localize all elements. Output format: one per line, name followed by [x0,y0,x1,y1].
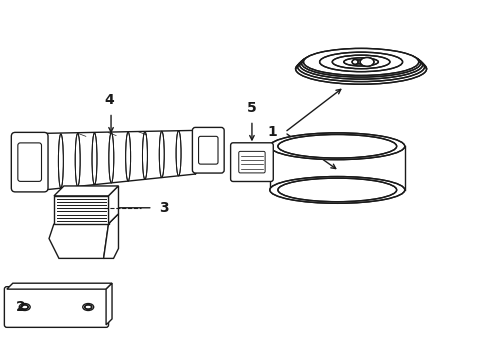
FancyBboxPatch shape [18,143,42,181]
FancyBboxPatch shape [198,136,218,164]
Polygon shape [7,283,112,289]
Ellipse shape [352,59,358,64]
Polygon shape [54,196,109,224]
Text: 4: 4 [104,93,114,107]
Text: 1: 1 [267,125,277,139]
Ellipse shape [21,305,28,309]
Ellipse shape [303,48,419,76]
Ellipse shape [299,50,423,79]
Ellipse shape [332,55,390,69]
Text: 2: 2 [16,300,25,314]
Ellipse shape [58,134,63,188]
Ellipse shape [319,52,403,72]
FancyBboxPatch shape [231,143,273,181]
Ellipse shape [85,305,92,309]
Text: 3: 3 [159,201,168,215]
Ellipse shape [297,52,425,82]
Ellipse shape [109,132,114,183]
Polygon shape [109,186,119,224]
Ellipse shape [278,178,397,202]
Ellipse shape [352,60,370,64]
FancyBboxPatch shape [239,151,265,173]
Ellipse shape [278,135,397,158]
Ellipse shape [270,133,405,159]
Ellipse shape [143,132,147,179]
FancyBboxPatch shape [4,287,109,327]
Ellipse shape [193,130,198,174]
Polygon shape [49,224,109,258]
Polygon shape [106,283,112,325]
FancyBboxPatch shape [11,132,48,192]
FancyBboxPatch shape [193,127,224,173]
Polygon shape [103,214,119,258]
Text: 5: 5 [247,100,257,114]
Ellipse shape [295,54,427,84]
Ellipse shape [176,131,181,176]
Polygon shape [54,186,119,196]
Polygon shape [260,169,270,180]
Ellipse shape [301,49,421,77]
Ellipse shape [19,303,30,310]
Ellipse shape [42,134,47,190]
Ellipse shape [75,134,80,186]
Ellipse shape [270,176,405,203]
Ellipse shape [360,58,374,66]
Ellipse shape [159,131,164,177]
Ellipse shape [83,303,94,310]
Ellipse shape [125,132,131,181]
Polygon shape [49,224,109,258]
Ellipse shape [344,58,378,66]
Ellipse shape [92,133,97,185]
